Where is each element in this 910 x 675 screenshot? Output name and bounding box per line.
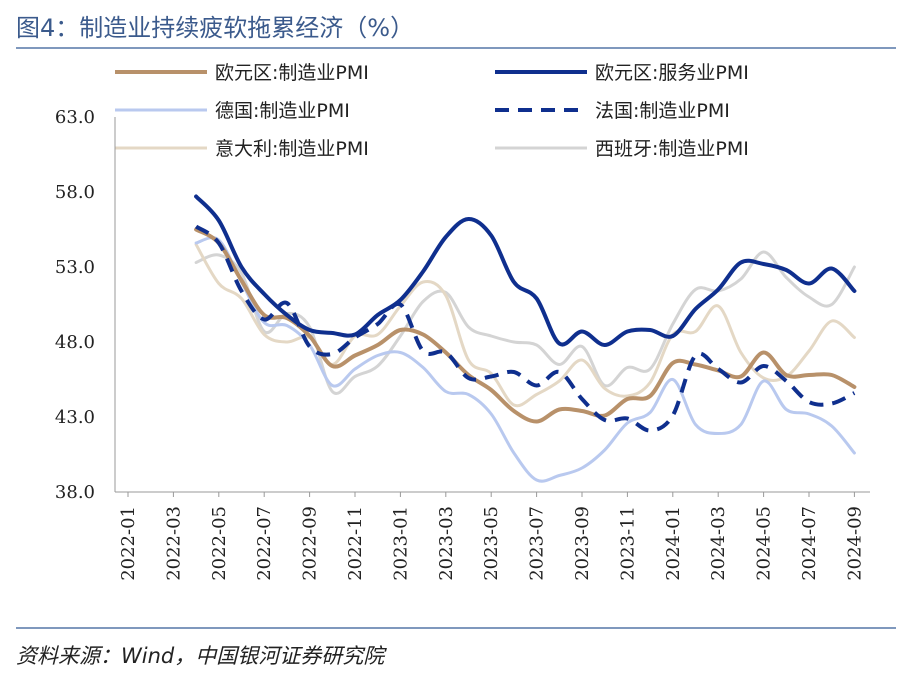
x-tick-label: 2023-07 (527, 506, 548, 581)
x-tick-label: 2023-01 (390, 506, 411, 581)
x-tick-label: 2023-03 (436, 506, 457, 581)
x-tick-label: 2022-05 (209, 506, 230, 581)
legend-label-4: 意大利:制造业PMI (215, 138, 369, 160)
x-tick-label: 2022-11 (345, 506, 366, 581)
legend-label-1: 欧元区:服务业PMI (595, 62, 749, 84)
x-tick-label: 2024-05 (754, 506, 775, 581)
chart-title: 图4：制造业持续疲软拖累经济（%） (16, 14, 415, 42)
x-tick-label: 2024-01 (663, 506, 684, 581)
y-tick-label: 53.0 (55, 257, 95, 278)
legend-label-3: 法国:制造业PMI (595, 100, 730, 122)
x-tick-label: 2023-11 (617, 506, 638, 581)
chart-axes: 63.0 58.0 53.0 48.0 43.0 38.0 2022-01 2022-03 20… (55, 107, 870, 581)
y-tick-label: 58.0 (55, 182, 95, 203)
series-line-3 (194, 224, 856, 433)
y-tick-label: 43.0 (55, 407, 95, 428)
legend-label-0: 欧元区:制造业PMI (215, 62, 369, 84)
series-line-5 (194, 250, 856, 395)
series-line-0 (194, 227, 857, 424)
legend-label-5: 西班牙:制造业PMI (595, 138, 749, 160)
x-tick-label: 2023-09 (572, 506, 593, 581)
chart-series (194, 194, 857, 483)
source-note: 资料来源：Wind，中国银河证券研究院 (16, 644, 385, 668)
series-line-1 (194, 194, 857, 347)
x-tick-label: 2024-09 (844, 506, 865, 581)
x-tick-label: 2024-03 (708, 506, 729, 581)
y-tick-label: 48.0 (55, 332, 95, 353)
legend-label-2: 德国:制造业PMI (215, 100, 350, 122)
top-divider (16, 47, 896, 49)
bottom-divider (16, 627, 896, 629)
x-tick-label: 2023-05 (481, 506, 502, 581)
x-tick-label: 2022-01 (118, 506, 139, 581)
x-tick-label: 2022-07 (254, 506, 275, 581)
y-tick-label: 38.0 (55, 482, 95, 503)
x-tick-label: 2024-07 (799, 506, 820, 581)
x-tick-label: 2022-09 (300, 506, 321, 581)
x-tick-label: 2022-03 (163, 506, 184, 581)
y-tick-label: 63.0 (55, 107, 95, 128)
legend: 欧元区:制造业PMI 欧元区:服务业PMI 德国:制造业PMI 法国:制造业PMI 意大… (115, 62, 749, 160)
